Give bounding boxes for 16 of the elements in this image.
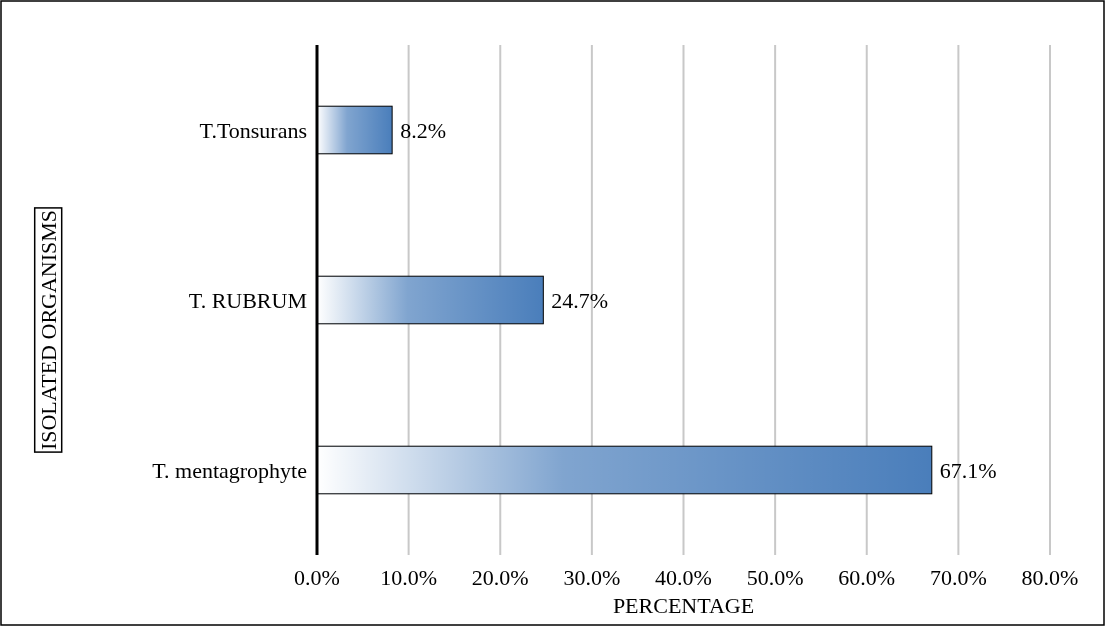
data-label: 67.1%: [939, 457, 997, 483]
x-tick-label: 50.0%: [746, 565, 804, 590]
x-tick-label: 60.0%: [838, 565, 896, 590]
y-tick-label: T. RUBRUM: [188, 287, 307, 313]
x-tick-label: 40.0%: [655, 565, 712, 590]
y-tick-label: T. mentagrophyte: [152, 457, 307, 483]
y-tick-label: T.Tonsurans: [199, 117, 307, 143]
x-axis-title: PERCENTAGE: [612, 593, 755, 618]
x-tick-label: 20.0%: [471, 565, 529, 590]
x-tick-label: 0.0%: [294, 565, 340, 590]
x-tick-label: 30.0%: [563, 565, 621, 590]
x-tick-label: 70.0%: [929, 565, 987, 590]
x-tick-label: 10.0%: [380, 565, 438, 590]
data-label: 24.7%: [551, 287, 609, 313]
data-label: 8.2%: [400, 117, 446, 143]
x-tick-label: 80.0%: [1021, 565, 1079, 590]
